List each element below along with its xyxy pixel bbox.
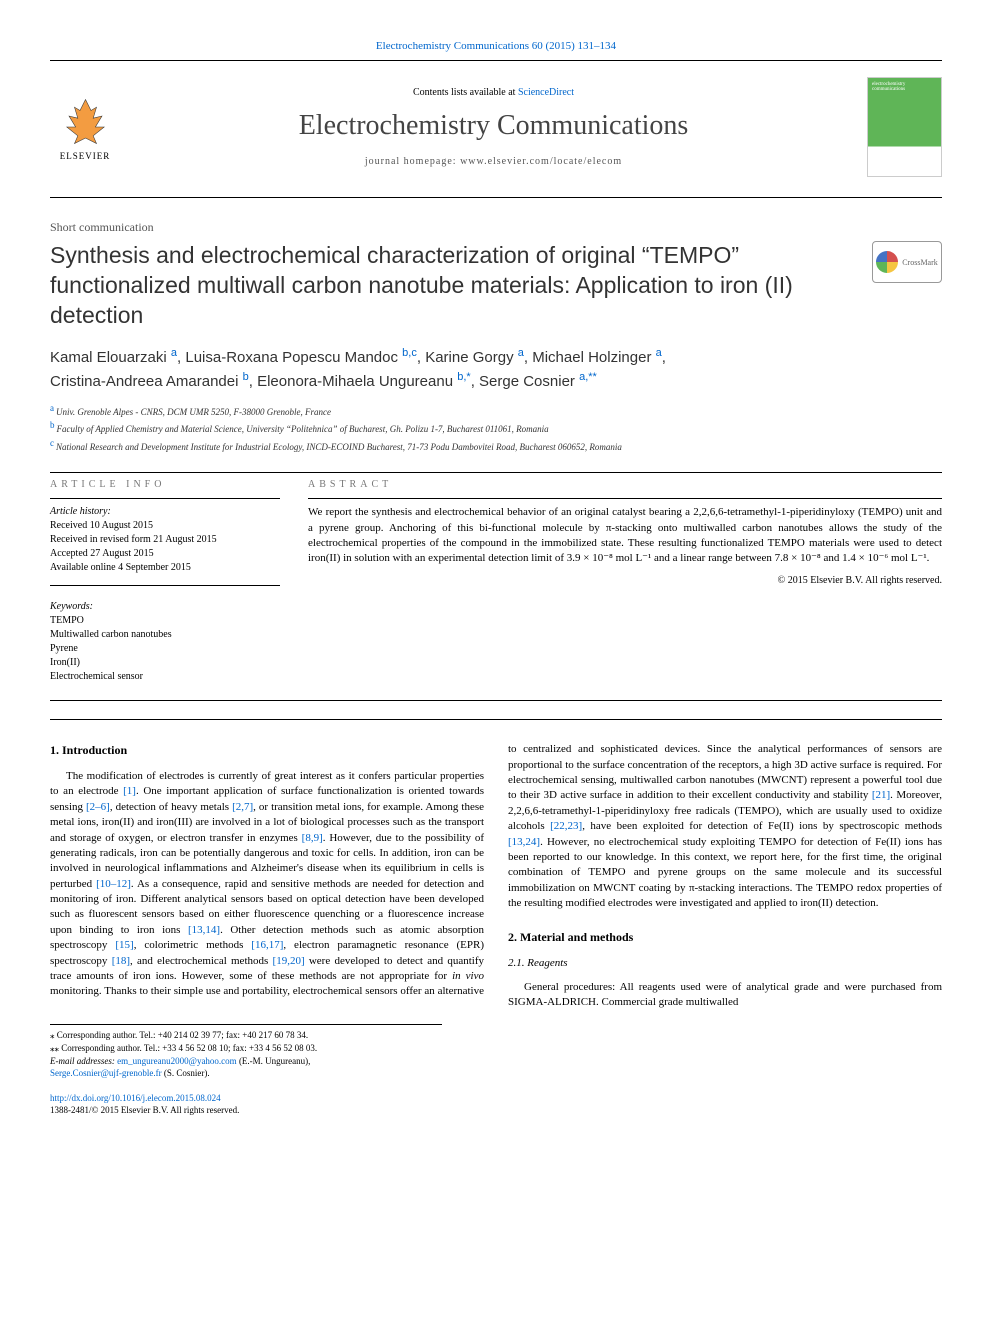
- journal-header: ELSEVIER Contents lists available at Sci…: [50, 65, 942, 198]
- article-title: Synthesis and electrochemical characteri…: [50, 241, 856, 331]
- citation-link[interactable]: [15]: [115, 939, 133, 951]
- article-info-heading: article info: [50, 479, 280, 490]
- rule: [308, 498, 942, 499]
- keywords-label: Keywords:: [50, 600, 280, 614]
- rule: [50, 700, 942, 701]
- keyword: Electrochemical sensor: [50, 670, 280, 684]
- paragraph: General procedures: All reagents used we…: [508, 980, 942, 1011]
- running-head-link[interactable]: Electrochemistry Communications 60 (2015…: [376, 40, 616, 52]
- history-accepted: Accepted 27 August 2015: [50, 547, 280, 561]
- sciencedirect-link[interactable]: ScienceDirect: [518, 87, 574, 98]
- section-heading: 1. Introduction: [50, 742, 484, 759]
- abstract-copyright: © 2015 Elsevier B.V. All rights reserved…: [308, 575, 942, 586]
- corresponding-author: ⁎⁎ Corresponding author. Tel.: +33 4 56 …: [50, 1042, 442, 1055]
- article-body: 1. Introduction The modification of elec…: [50, 742, 942, 1010]
- rule: [50, 585, 280, 586]
- crossmark-badge[interactable]: CrossMark: [872, 241, 942, 283]
- rule: [50, 60, 942, 61]
- keyword: TEMPO: [50, 614, 280, 628]
- keyword: Pyrene: [50, 642, 280, 656]
- journal-name: Electrochemistry Communications: [120, 110, 867, 142]
- citation-link[interactable]: [2–6]: [86, 801, 110, 813]
- elsevier-logo: ELSEVIER: [50, 87, 120, 167]
- citation-link[interactable]: [18]: [112, 955, 130, 967]
- citation-link[interactable]: [13,24]: [508, 836, 540, 848]
- elsevier-name: ELSEVIER: [60, 151, 111, 161]
- rule: [50, 472, 942, 473]
- keyword: Multiwalled carbon nanotubes: [50, 628, 280, 642]
- article-type: Short communication: [50, 220, 942, 235]
- history-received: Received 10 August 2015: [50, 519, 280, 533]
- abstract-heading: abstract: [308, 479, 942, 490]
- citation-link[interactable]: [22,23]: [550, 820, 582, 832]
- journal-homepage: journal homepage: www.elsevier.com/locat…: [120, 156, 867, 167]
- citation-link[interactable]: [2,7]: [232, 801, 253, 813]
- elsevier-tree-icon: [58, 94, 113, 149]
- citation-link[interactable]: [16,17]: [251, 939, 283, 951]
- citation-link[interactable]: [8,9]: [302, 832, 323, 844]
- keyword: Iron(II): [50, 656, 280, 670]
- author-list: Kamal Elouarzaki a, Luisa-Roxana Popescu…: [50, 345, 942, 394]
- citation-link[interactable]: [21]: [872, 789, 890, 801]
- corresponding-author: ⁎ Corresponding author. Tel.: +40 214 02…: [50, 1029, 442, 1042]
- citation-link[interactable]: [19,20]: [273, 955, 305, 967]
- abstract-column: abstract We report the synthesis and ele…: [308, 479, 942, 684]
- citation-link[interactable]: [10–12]: [96, 878, 131, 890]
- affiliation-list: aUniv. Grenoble Alpes - CNRS, DCM UMR 52…: [50, 402, 942, 455]
- citation-link[interactable]: [1]: [123, 785, 136, 797]
- citation-link[interactable]: [13,14]: [188, 924, 220, 936]
- history-revised: Received in revised form 21 August 2015: [50, 533, 280, 547]
- abstract-text: We report the synthesis and electrochemi…: [308, 505, 942, 567]
- issn-copyright: 1388-2481/© 2015 Elsevier B.V. All right…: [50, 1105, 239, 1115]
- footnotes: ⁎ Corresponding author. Tel.: +40 214 02…: [50, 1024, 442, 1079]
- email-link[interactable]: Serge.Cosnier@ujf-grenoble.fr: [50, 1068, 162, 1078]
- crossmark-icon: [876, 251, 898, 273]
- doi-link[interactable]: http://dx.doi.org/10.1016/j.elecom.2015.…: [50, 1093, 221, 1103]
- email-addresses: E-mail addresses: em_ungureanu2000@yahoo…: [50, 1055, 442, 1080]
- footer: http://dx.doi.org/10.1016/j.elecom.2015.…: [50, 1092, 942, 1117]
- rule: [50, 498, 280, 499]
- journal-cover-thumbnail: electrochemistry communications: [867, 77, 942, 177]
- section-heading: 2. Material and methods: [508, 929, 942, 946]
- rule: [50, 719, 942, 720]
- running-head: Electrochemistry Communications 60 (2015…: [50, 40, 942, 52]
- history-label: Article history:: [50, 505, 280, 519]
- history-online: Available online 4 September 2015: [50, 561, 280, 575]
- contents-line: Contents lists available at ScienceDirec…: [120, 87, 867, 98]
- email-link[interactable]: em_ungureanu2000@yahoo.com: [117, 1056, 237, 1066]
- article-info-column: article info Article history: Received 1…: [50, 479, 280, 684]
- subsection-heading: 2.1. Reagents: [508, 956, 942, 971]
